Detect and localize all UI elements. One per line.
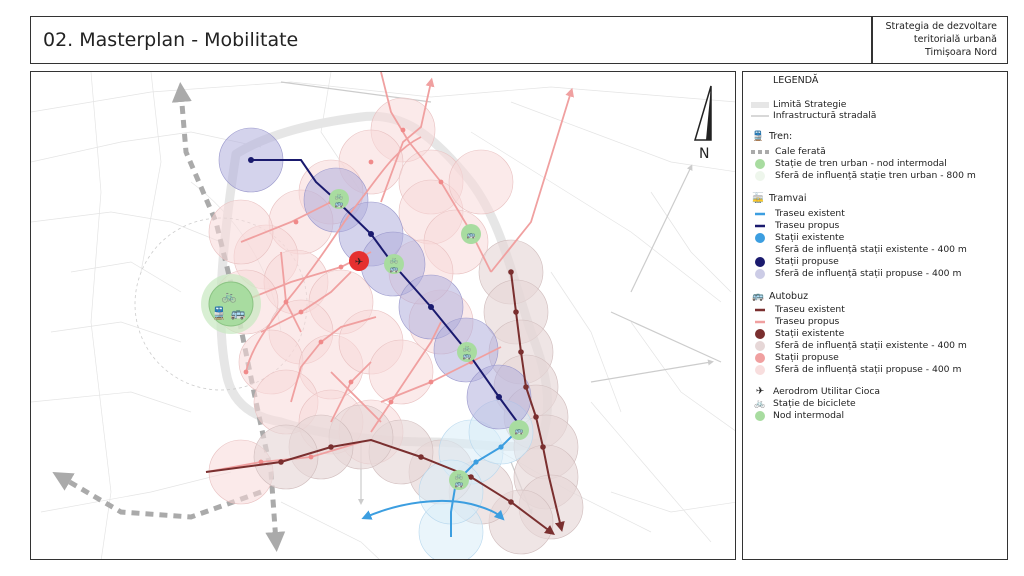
legend-title: LEGENDĂ [773,75,819,86]
tram-existing-route [361,426,522,537]
airplane-icon: ✈ [755,386,765,397]
bus-icon: 🚌 [335,200,344,208]
airplane-icon: ✈ [349,251,369,271]
train-icon: 🚆 [752,131,764,142]
subtitle-line-1: Strategia de dezvoltare [885,21,997,32]
bicycle-icon: 🚲 [390,256,399,264]
subtitle-line-2: teritorială urbană [913,34,997,45]
map-canvas[interactable]: 🚲 🚆 🚌 🚲 🚌 🚲 🚌 🚌 🚲 🚌 🚌 🚲 🚌 ✈ N [31,72,736,560]
bicycle-icon: 🚲 [455,472,464,480]
svg-text:✈: ✈ [355,257,363,268]
bicycle-icon: 🚲 [222,289,237,303]
bus-icon: 🚌 [752,291,764,302]
legend-group-train: 🚆 Tren: [752,131,793,142]
north-arrow-icon [693,85,712,141]
bus-icon: 🚌 [455,480,464,488]
bus-existing-stops [278,269,546,505]
bicycle-icon: 🚲 [754,399,766,409]
bus-icon: 🚌 [515,427,524,435]
mobility-map[interactable]: 🚲 🚆 🚌 🚲 🚌 🚲 🚌 🚌 🚲 🚌 🚌 🚲 🚌 ✈ N [30,71,736,560]
bus-icon: 🚌 [463,352,472,360]
legend-panel: LEGENDĂ Limită Strategie Infrastructură … [742,71,1008,560]
bus-icon: 🚌 [467,231,476,239]
bicycle-icon: 🚲 [335,192,344,200]
north-label: N [699,146,709,162]
bicycle-icon: 🚲 [463,344,472,352]
bus-icon: 🚌 [231,306,246,320]
legend-group-tram: 🚋 Tramvai [752,193,807,204]
subtitle-panel: Strategia de dezvoltare teritorială urba… [872,16,1008,64]
tram-icon: 🚋 [752,193,764,204]
legend-group-bus: 🚌 Autobuz [752,291,809,302]
page-title: 02. Masterplan - Mobilitate [43,29,299,51]
title-panel: 02. Masterplan - Mobilitate [30,16,872,64]
intermodal-nodes [201,189,529,490]
node-icons: 🚲 🚆 🚌 🚲 🚌 🚲 🚌 🚌 🚲 🚌 🚌 🚲 🚌 [212,192,524,488]
train-icon: 🚆 [212,306,227,320]
subtitle-line-3: Timișoara Nord [924,47,997,58]
bus-existing-routes [205,271,565,535]
bus-icon: 🚌 [390,265,399,273]
